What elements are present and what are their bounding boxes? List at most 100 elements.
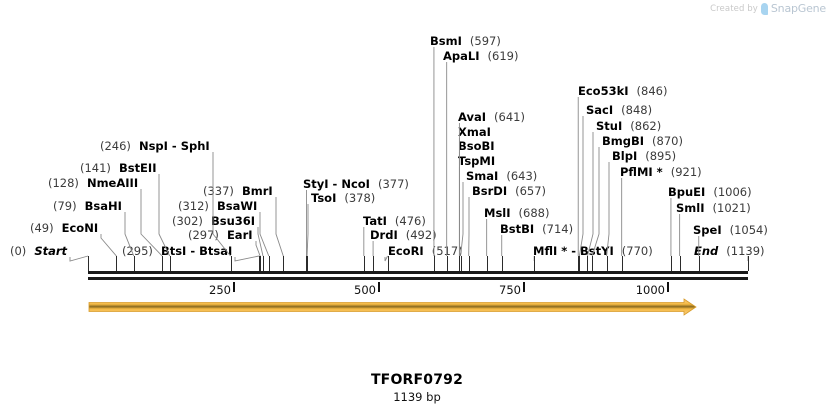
site-tick	[388, 256, 389, 271]
site-tick	[592, 256, 593, 271]
enzyme-label-bsmi[interactable]: BsmI (597)	[430, 35, 501, 47]
site-tick	[373, 256, 374, 271]
site-tick	[680, 256, 681, 271]
scale-tick-250	[233, 282, 235, 292]
enzyme-label-eco53ki[interactable]: Eco53kI (846)	[578, 85, 667, 97]
sequence-length: 1139 bp	[393, 390, 441, 404]
label-position: (476)	[394, 214, 426, 228]
enzyme-label-tati[interactable]: TatI (476)	[363, 215, 426, 227]
enzyme-label-bsahi[interactable]: (79) BsaHI	[53, 200, 122, 212]
label-enzyme: Eco53kI	[578, 84, 629, 98]
label-position: (657)	[515, 184, 547, 198]
label-enzyme: TatI	[363, 214, 387, 228]
scale-label-750: 750	[499, 283, 521, 297]
label-position: (641)	[494, 110, 525, 124]
site-tick	[671, 256, 672, 271]
site-tick	[307, 256, 308, 271]
enzyme-label-smai[interactable]: SmaI (643)	[466, 170, 537, 182]
enzyme-label-start[interactable]: (0) Start	[10, 245, 67, 257]
label-enzyme: DrdI	[370, 228, 398, 242]
label-enzyme: BtsI - BtsaI	[160, 244, 233, 258]
enzyme-label-bstbi[interactable]: BstBI (714)	[500, 223, 573, 235]
orf-arrow[interactable]	[88, 296, 698, 318]
site-tick	[269, 256, 270, 271]
label-enzyme: NspI - SphI	[138, 139, 210, 153]
enzyme-label-bsobi[interactable]: BsoBI	[458, 140, 495, 152]
enzyme-label-btsi[interactable]: (295) BtsI - BtsaI	[122, 245, 232, 257]
site-tick	[263, 256, 264, 271]
label-enzyme: SmaI	[466, 169, 499, 183]
label-position: (846)	[636, 84, 668, 98]
label-enzyme: BpuEI	[668, 185, 706, 199]
label-position: (297)	[188, 228, 219, 242]
enzyme-label-tspmi[interactable]: TspMI	[458, 155, 495, 167]
scale-tick-500	[378, 282, 380, 292]
enzyme-label-nmeaiii[interactable]: (128) NmeAIII	[48, 177, 138, 189]
enzyme-label-bmgbi[interactable]: BmgBI (870)	[602, 135, 683, 147]
enzyme-label-tsoi[interactable]: TsoI (378)	[311, 192, 375, 204]
sequence-backbone-line-lower	[88, 277, 748, 280]
enzyme-label-eari[interactable]: (297) EarI	[188, 229, 253, 241]
label-enzyme: BsaWI	[216, 199, 258, 213]
enzyme-label-econi[interactable]: (49) EcoNI	[30, 222, 98, 234]
enzyme-label-msli[interactable]: MslI (688)	[484, 207, 549, 219]
scale-label-500: 500	[354, 283, 376, 297]
site-tick	[283, 256, 284, 271]
label-position: (295)	[122, 244, 153, 258]
sequence-name: TFORF0792	[370, 372, 464, 388]
enzyme-label-ecori[interactable]: EcoRI (517)	[388, 245, 463, 257]
enzyme-label-smli[interactable]: SmlI (1021)	[676, 202, 751, 214]
label-enzyme: BlpI	[612, 149, 638, 163]
label-position: (597)	[469, 34, 501, 48]
snapgene-watermark: Created by SnapGene	[710, 2, 826, 15]
label-enzyme: BstBI	[500, 222, 535, 236]
enzyme-label-bstkii[interactable]: (141) BstEII	[80, 162, 156, 174]
map-footer: TFORF0792 1139 bp	[0, 372, 834, 404]
enzyme-label-stui[interactable]: StuI (862)	[596, 120, 661, 132]
site-tick	[162, 256, 163, 271]
enzyme-label-pflmi[interactable]: PflMI * (921)	[620, 166, 702, 178]
label-enzyme: TsoI	[311, 191, 337, 205]
label-position: (862)	[630, 119, 662, 133]
label-position: (688)	[518, 206, 550, 220]
label-enzyme: BsmI	[430, 34, 462, 48]
label-position: (337)	[203, 184, 234, 198]
label-enzyme: SpeI	[693, 223, 722, 237]
enzyme-label-bpuei[interactable]: BpuEI (1006)	[668, 186, 752, 198]
enzyme-label-nspi[interactable]: (246) NspI - SphI	[100, 140, 210, 152]
enzyme-label-bsawi[interactable]: (312) BsaWI	[178, 200, 257, 212]
label-position: (49)	[30, 221, 54, 235]
site-tick	[748, 256, 749, 271]
enzyme-label-xmai[interactable]: XmaI	[458, 126, 491, 138]
enzyme-label-bmri[interactable]: (337) BmrI	[203, 185, 273, 197]
enzyme-label-apali[interactable]: ApaLI (619)	[443, 50, 518, 62]
label-enzyme: EcoNI	[61, 221, 99, 235]
enzyme-label-spei[interactable]: SpeI (1054)	[693, 224, 768, 236]
site-tick	[502, 256, 503, 271]
snapgene-logo-icon	[760, 2, 768, 15]
enzyme-label-saci[interactable]: SacI (848)	[586, 104, 652, 116]
label-position: (1054)	[729, 223, 768, 237]
label-enzyme: XmaI	[458, 125, 491, 139]
label-enzyme: End	[694, 244, 719, 258]
enzyme-label-avai[interactable]: AvaI (641)	[458, 111, 525, 123]
label-enzyme: BsoBI	[458, 139, 495, 153]
enzyme-label-drdi[interactable]: DrdI (492)	[370, 229, 437, 241]
enzyme-label-blpi[interactable]: BlpI (895)	[612, 150, 676, 162]
label-enzyme: SacI	[586, 103, 614, 117]
sequence-backbone-line	[88, 271, 748, 274]
label-position: (492)	[405, 228, 437, 242]
site-tick	[134, 256, 135, 271]
site-tick	[487, 256, 488, 271]
label-enzyme: PflMI *	[620, 165, 663, 179]
scale-tick-1000	[667, 282, 669, 292]
scale-label-250: 250	[209, 283, 231, 297]
enzyme-label-bsrdi[interactable]: BsrDI (657)	[472, 185, 546, 197]
label-position: (377)	[377, 177, 409, 191]
enzyme-label-styi[interactable]: StyI - NcoI (377)	[303, 178, 409, 190]
enzyme-label-bsu36i[interactable]: (302) Bsu36I	[172, 215, 255, 227]
enzyme-label-end[interactable]: End (1139)	[694, 245, 765, 257]
label-enzyme: SmlI	[676, 201, 705, 215]
label-enzyme: Bsu36I	[210, 214, 256, 228]
